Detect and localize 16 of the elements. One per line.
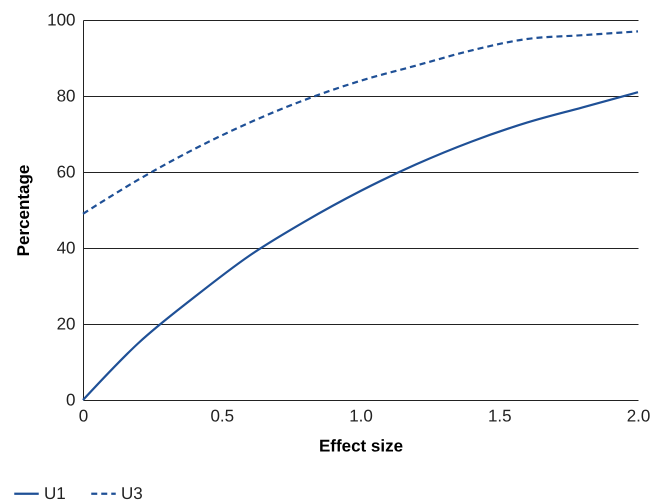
x-axis-title: Effect size (318, 436, 404, 456)
y-tick-label: 100 (47, 10, 76, 30)
legend-label: U1 (44, 484, 66, 503)
x-tick-label: 0.5 (210, 406, 234, 426)
x-tick-label: 0 (78, 406, 88, 426)
x-tick-label: 2.0 (626, 406, 650, 426)
y-tick-label: 80 (56, 86, 76, 106)
y-tick-label: 40 (56, 238, 76, 258)
y-tick-label: 20 (56, 314, 76, 334)
legend-label: U3 (121, 484, 143, 503)
y-tick-label: 60 (56, 162, 76, 182)
x-tick-label: 1.5 (488, 406, 512, 426)
x-tick-label: 1.0 (349, 406, 373, 426)
y-axis-title: Percentage (14, 164, 34, 256)
line-series (82, 30, 640, 215)
y-tick-label: 0 (66, 390, 76, 410)
